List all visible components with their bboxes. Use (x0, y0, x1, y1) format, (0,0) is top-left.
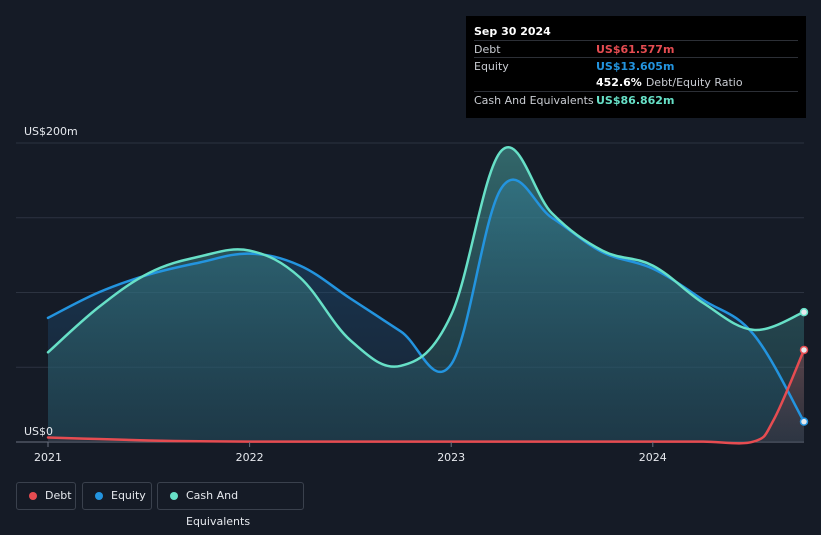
debt-line (46, 348, 806, 445)
tooltip-equity-label: Equity (474, 60, 509, 73)
tooltip-row-equity: Equity US$13.605m (474, 57, 798, 74)
tooltip-equity-value: US$13.605m (596, 60, 675, 73)
tooltip-date: Sep 30 2024 (474, 25, 551, 38)
legend-equity-label: Equity (111, 489, 146, 502)
legend-debt-label: Debt (45, 489, 72, 502)
x-tick-label: 2021 (34, 451, 62, 464)
legend-item-debt[interactable]: Debt (16, 482, 76, 510)
cash-legend-dot-icon (170, 492, 178, 500)
cash-and-equivalents-area (48, 147, 804, 443)
equity-line (46, 178, 806, 423)
tooltip-ratio-value: 452.6% (596, 76, 642, 89)
x-axis-ticks: 2021 2022 2023 2024 (34, 442, 667, 464)
cash-and-equivalents-end-point (799, 307, 809, 317)
equity-legend-dot-icon (95, 492, 103, 500)
x-tick-label: 2024 (639, 451, 667, 464)
tooltip-cash-value: US$86.862m (596, 94, 675, 107)
debt-end-point (799, 345, 809, 355)
legend-item-cash[interactable]: Cash And Equivalents (157, 482, 304, 528)
y-axis-zero-label: US$0 (24, 425, 53, 438)
cash-and-equivalents-line (46, 146, 806, 368)
series-areas (48, 147, 804, 444)
legend-item-equity[interactable]: Equity (82, 482, 152, 510)
y-axis-top-label: US$200m (24, 125, 78, 138)
tooltip-row-cash: Cash And Equivalents US$86.862m (474, 91, 798, 108)
series-lines (46, 146, 806, 445)
tooltip-row-debt: Debt US$61.577m (474, 40, 798, 57)
tooltip-ratio: 452.6% Debt/Equity Ratio (596, 74, 743, 91)
equity-end-point (799, 417, 809, 426)
tooltip-row-ratio: 452.6% Debt/Equity Ratio (474, 74, 798, 91)
tooltip-ratio-desc: Debt/Equity Ratio (645, 76, 743, 89)
tooltip-cash-label: Cash And Equivalents (474, 94, 594, 107)
data-tooltip: Sep 30 2024 Debt US$61.577m Equity US$13… (466, 16, 806, 118)
tooltip-debt-value: US$61.577m (596, 43, 675, 56)
x-tick-label: 2022 (236, 451, 264, 464)
legend-cash-label: Cash And Equivalents (186, 489, 251, 528)
debt-legend-dot-icon (29, 492, 37, 500)
x-tick-label: 2023 (437, 451, 465, 464)
series-end-markers (799, 307, 809, 426)
tooltip-debt-label: Debt (474, 43, 501, 56)
